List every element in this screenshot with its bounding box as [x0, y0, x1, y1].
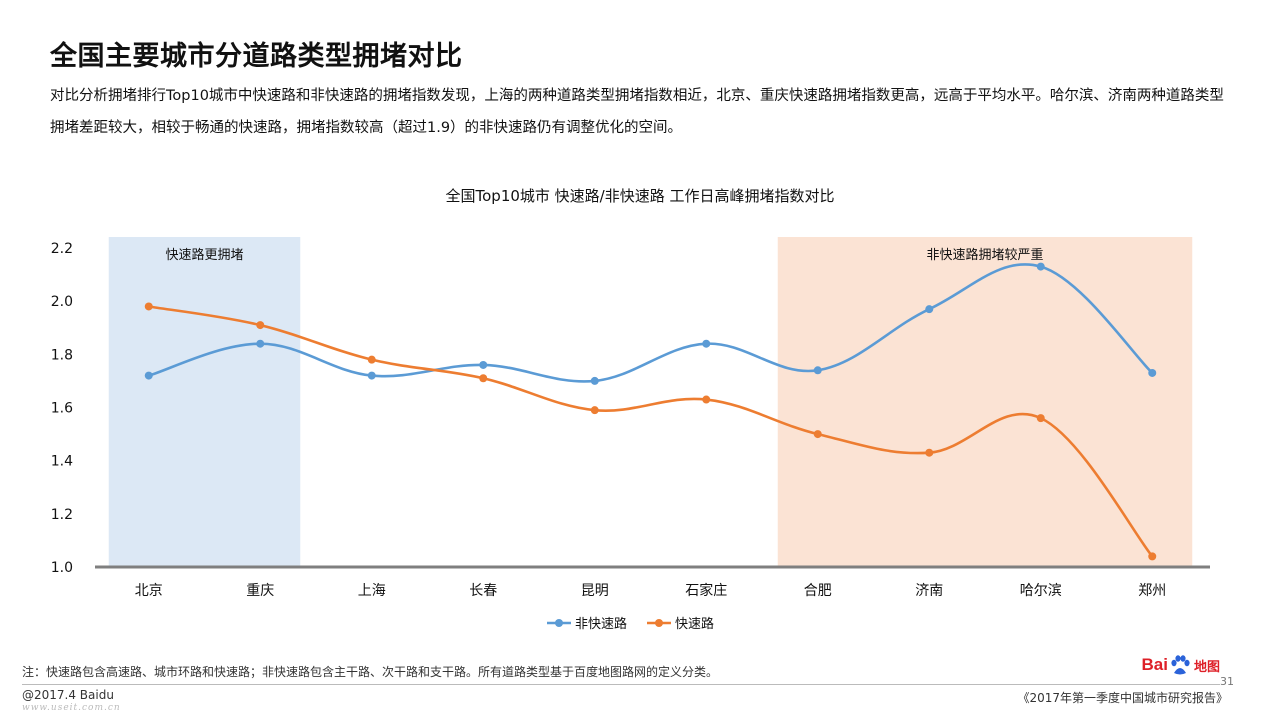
x-tick-label: 郑州	[1138, 583, 1166, 599]
footer-divider	[22, 684, 1220, 685]
data-point	[144, 371, 153, 380]
legend-item-1: 快速路	[647, 616, 714, 632]
data-point	[813, 366, 822, 375]
highlight-label-1: 非快速路拥堵较严重	[926, 247, 1043, 263]
chart-title: 全国Top10城市 快速路/非快速路 工作日高峰拥堵指数对比	[445, 187, 835, 205]
data-point	[1148, 368, 1157, 377]
line-chart: 快速路更拥堵 非快速路拥堵较严重 1.0 1.2 1.4 1.6 1.8 2.0 2.2 北京…	[51, 237, 1210, 632]
x-tick-label: 石家庄	[685, 582, 727, 599]
x-axis: 北京 重庆 上海 长春 昆明 石家庄 合肥 济南 哈尔滨 郑州	[135, 582, 1167, 599]
legend-label: 快速路	[675, 616, 714, 632]
x-tick-label: 哈尔滨	[1020, 583, 1062, 599]
data-point	[367, 371, 376, 380]
logo-text-map: 地图	[1193, 658, 1220, 674]
data-point	[590, 406, 599, 415]
y-tick-label: 1.8	[51, 347, 73, 363]
legend: 非快速路 快速路	[547, 616, 714, 632]
y-axis: 1.0 1.2 1.4 1.6 1.8 2.0 2.2	[51, 241, 73, 576]
y-tick-label: 1.4	[51, 454, 73, 470]
legend-item-0: 非快速路	[547, 616, 627, 632]
data-point	[479, 360, 488, 369]
x-tick-label: 北京	[135, 583, 163, 599]
x-tick-label: 重庆	[246, 583, 274, 599]
series-line-1	[148, 305, 1154, 558]
watermark: www.useit.com.cn	[22, 703, 121, 713]
data-point	[702, 339, 711, 348]
baidu-paw-icon	[1171, 655, 1190, 675]
y-tick-label: 1.6	[51, 401, 73, 417]
data-point	[256, 339, 265, 348]
y-tick-label: 1.2	[51, 507, 73, 523]
x-tick-label: 合肥	[804, 583, 832, 599]
baidu-map-logo: Bai 地图	[1142, 652, 1220, 678]
report-title: 《2017年第一季度中国城市研究报告》	[1017, 691, 1228, 705]
data-point	[479, 374, 488, 383]
footnote: 注：快速路包含高速路、城市环路和快速路；非快速路包含主干路、次干路和支干路。所有…	[22, 665, 719, 679]
data-point	[1036, 414, 1045, 423]
x-tick-label: 济南	[915, 583, 943, 599]
data-point	[367, 355, 376, 364]
data-point	[590, 376, 599, 385]
data-point	[1036, 262, 1045, 271]
highlight-region-1	[777, 237, 1193, 567]
x-tick-label: 上海	[358, 583, 386, 599]
data-point	[256, 321, 265, 330]
logo-text-bai: Bai	[1141, 655, 1168, 674]
series-group	[144, 262, 1157, 561]
data-point	[813, 430, 822, 439]
data-point	[925, 448, 934, 457]
y-tick-label: 2.0	[51, 294, 73, 310]
copyright: @2017.4 Baidu	[22, 688, 114, 702]
data-point	[1148, 552, 1157, 561]
y-tick-label: 1.0	[51, 560, 73, 576]
data-point	[925, 305, 934, 314]
y-tick-label: 2.2	[51, 241, 73, 257]
data-point	[144, 302, 153, 311]
highlight-region-0	[108, 237, 301, 567]
page-title: 全国主要城市分道路类型拥堵对比	[50, 41, 463, 72]
x-tick-label: 昆明	[581, 583, 609, 599]
highlight-regions: 快速路更拥堵 非快速路拥堵较严重	[108, 237, 1193, 567]
page-number: 31	[1220, 675, 1234, 688]
page-description: 对比分析拥堵排行Top10城市中快速路和非快速路的拥堵指数发现，上海的两种道路类…	[50, 88, 1224, 136]
highlight-label-0: 快速路更拥堵	[165, 247, 243, 263]
legend-label: 非快速路	[575, 616, 627, 632]
x-tick-label: 长春	[469, 583, 497, 599]
data-point	[702, 395, 711, 404]
series-line-0	[148, 263, 1154, 383]
